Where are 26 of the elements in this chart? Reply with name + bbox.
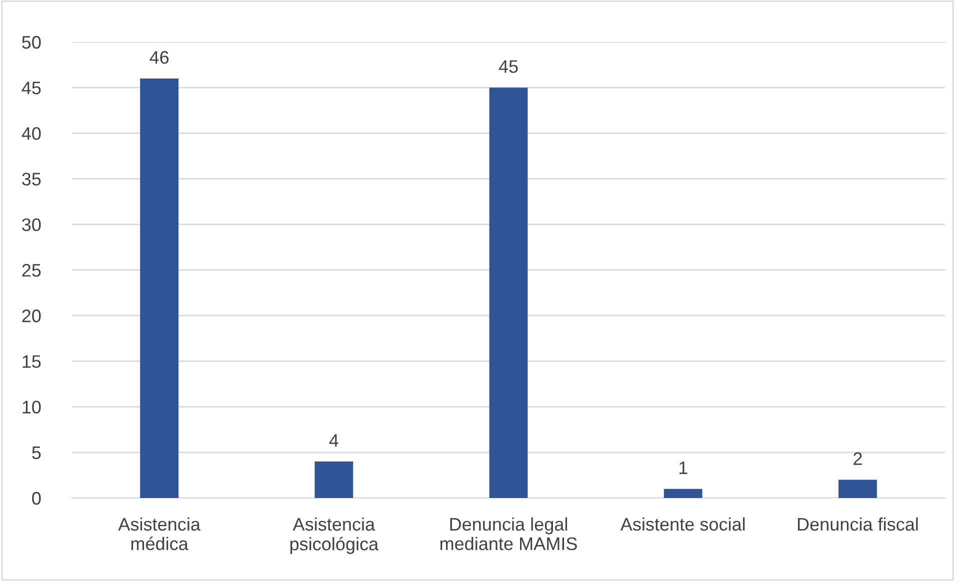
y-tick-label: 45 xyxy=(22,82,41,94)
data-label: 1 xyxy=(679,462,688,474)
y-tick-label: 10 xyxy=(22,400,41,414)
data-label: 46 xyxy=(150,51,169,64)
bar xyxy=(140,78,179,498)
x-tick-label: Denuncia legal mediante MAMIS xyxy=(440,517,577,550)
y-tick-label: 15 xyxy=(22,355,41,368)
y-tick-label: 30 xyxy=(22,218,41,232)
y-tick-label: 0 xyxy=(32,492,41,505)
y-tick-label: 5 xyxy=(32,446,41,460)
y-tick-label: 35 xyxy=(22,172,41,186)
bar xyxy=(664,488,702,498)
x-tick-label: Asistente social xyxy=(620,517,745,531)
y-tick-label: 20 xyxy=(22,310,41,322)
data-label: 45 xyxy=(498,60,518,73)
x-tick-label: Denuncia fiscal xyxy=(798,517,918,531)
data-label: 2 xyxy=(854,452,862,465)
bar xyxy=(314,462,354,498)
bar xyxy=(489,88,528,498)
x-tick-label: Asistencia psicológica xyxy=(290,517,379,554)
y-tick-label: 40 xyxy=(22,127,41,140)
y-tick-label: 25 xyxy=(22,264,41,277)
data-label: 4 xyxy=(329,434,338,447)
y-tick-label: 50 xyxy=(22,36,41,49)
bar xyxy=(838,480,877,498)
x-tick-label: Asistencia médica xyxy=(118,517,200,550)
